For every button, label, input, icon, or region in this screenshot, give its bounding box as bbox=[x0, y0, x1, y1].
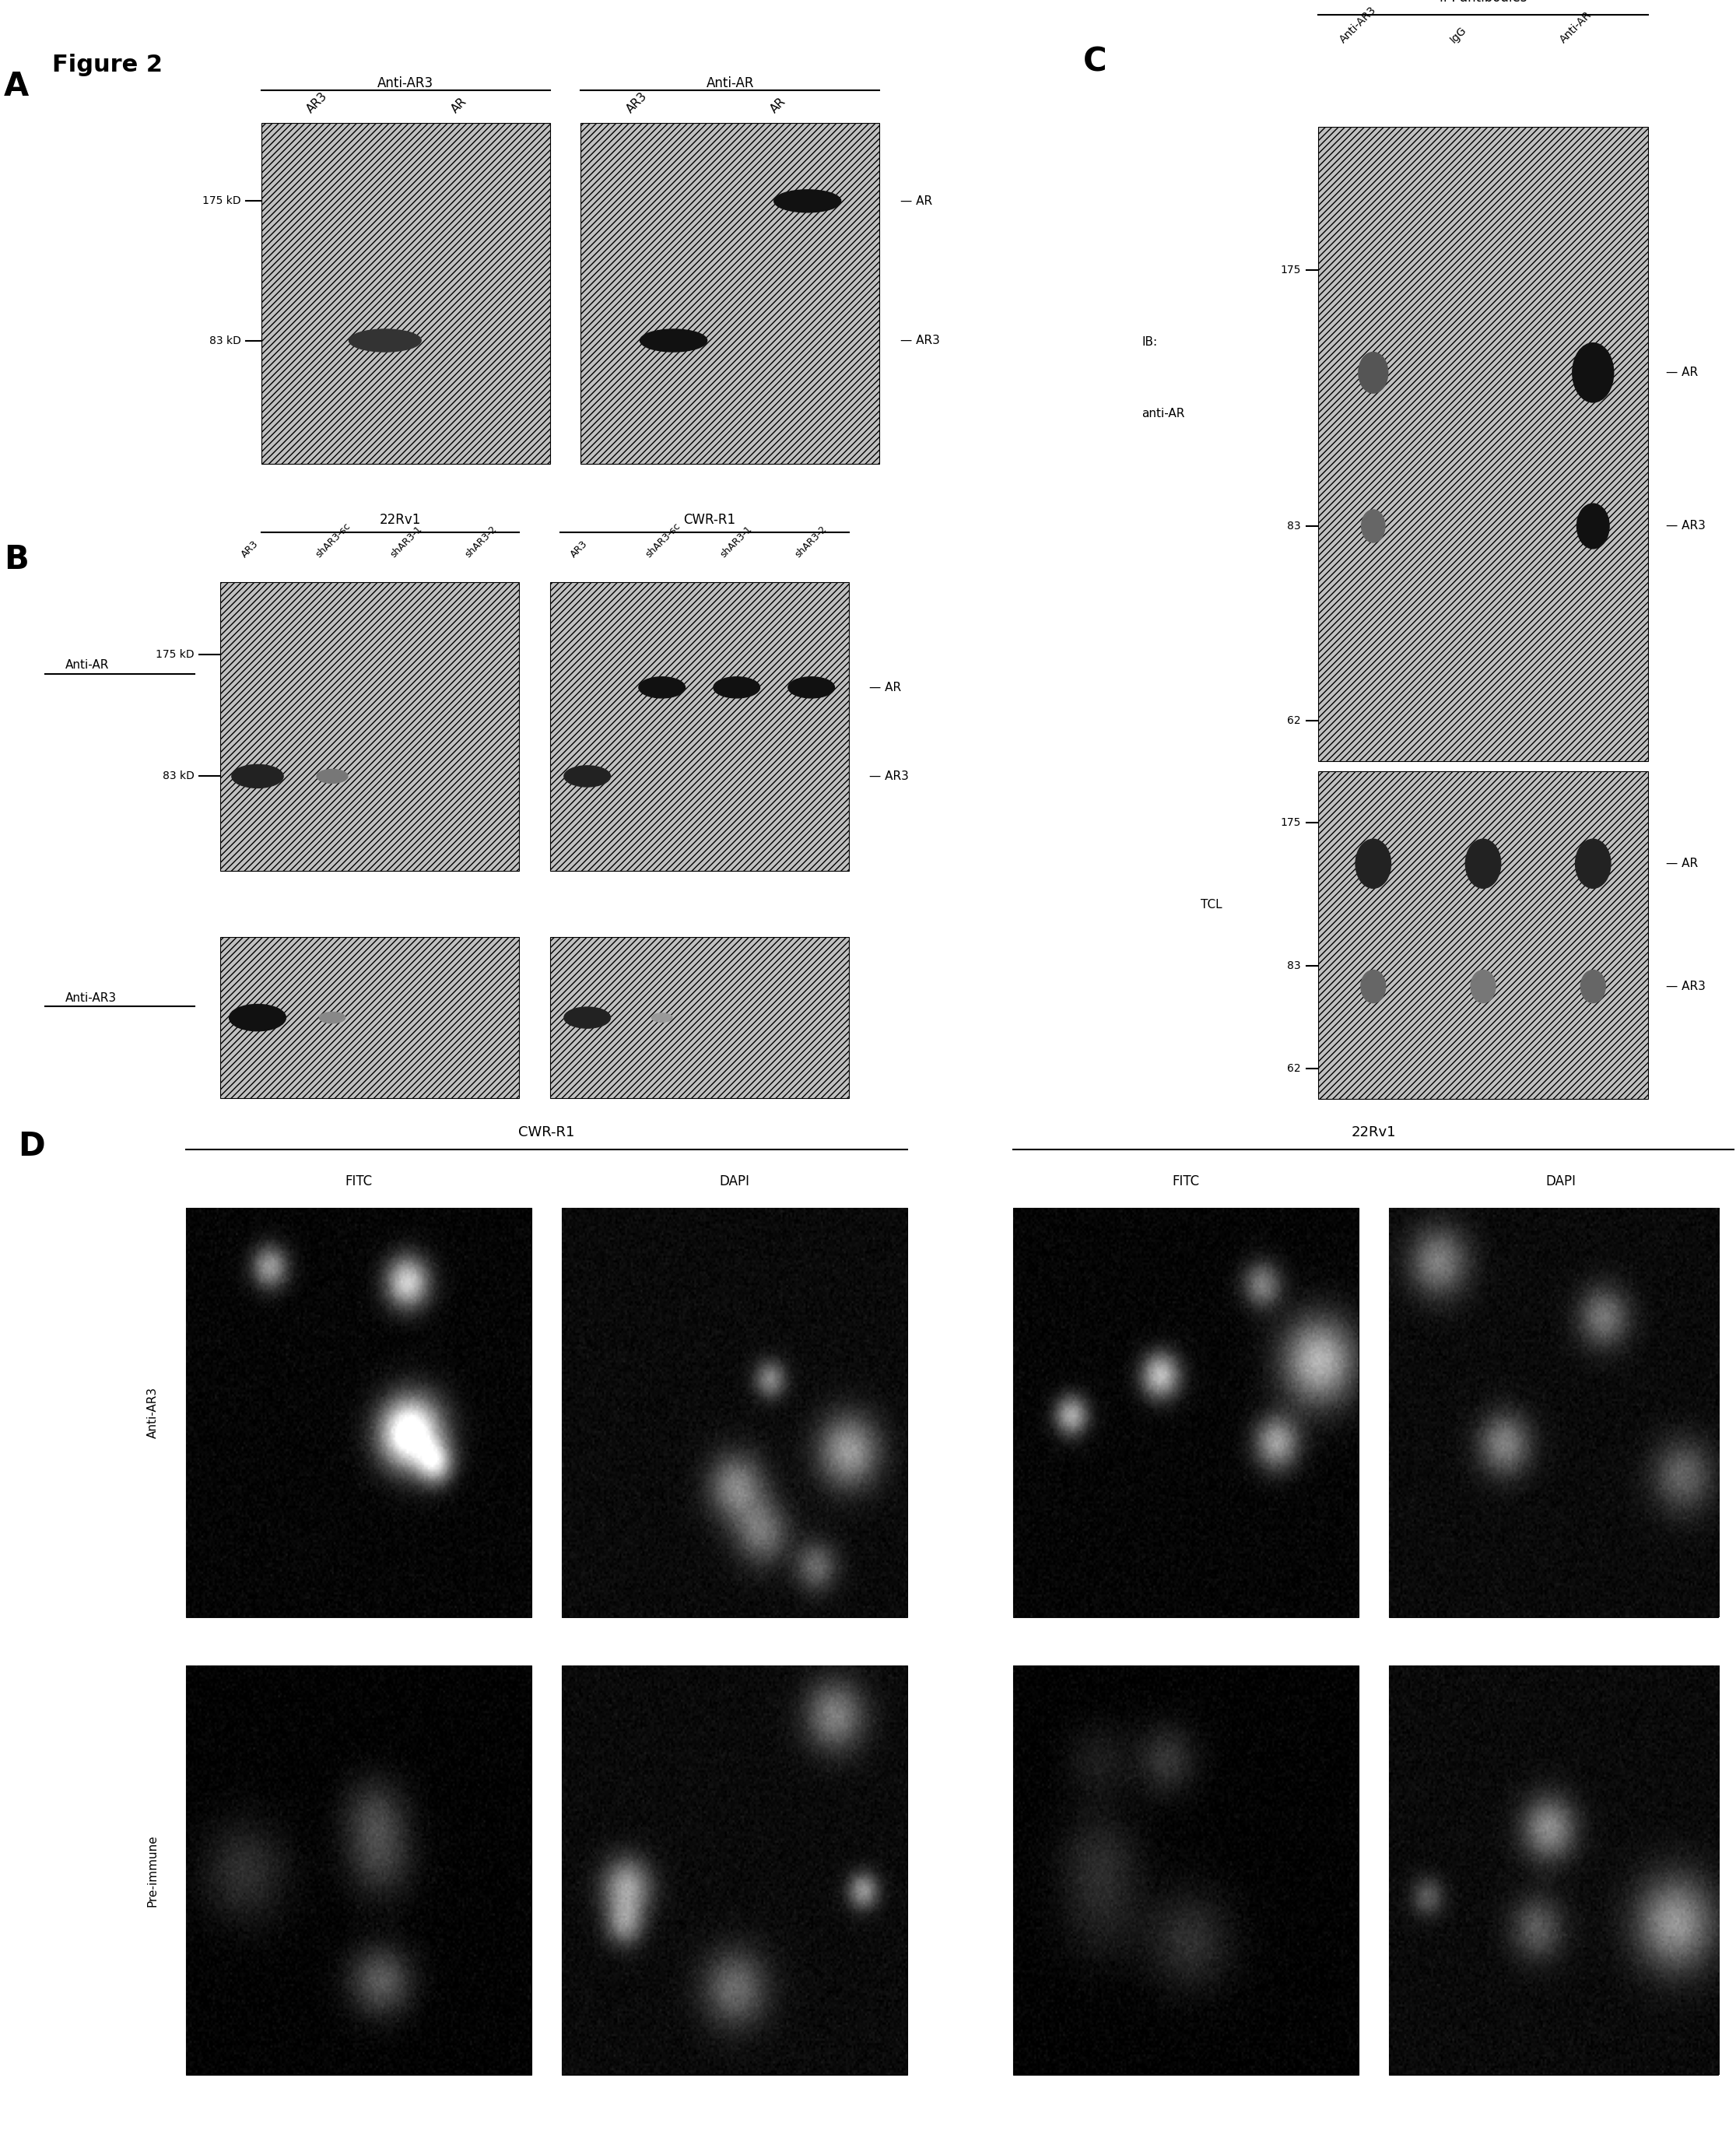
Ellipse shape bbox=[233, 765, 283, 789]
Text: 175 kD: 175 kD bbox=[201, 196, 241, 207]
Ellipse shape bbox=[1575, 838, 1611, 888]
Text: — AR: — AR bbox=[870, 681, 901, 694]
Text: Anti-AR: Anti-AR bbox=[1557, 9, 1594, 45]
Text: — AR3: — AR3 bbox=[901, 334, 939, 347]
Text: Pre-immune: Pre-immune bbox=[148, 1834, 158, 1907]
Ellipse shape bbox=[641, 330, 707, 351]
Text: Anti-AR3: Anti-AR3 bbox=[1338, 4, 1378, 45]
Text: 175: 175 bbox=[1279, 265, 1300, 276]
Text: — AR3: — AR3 bbox=[870, 771, 910, 782]
Text: shAR3-sc: shAR3-sc bbox=[314, 522, 352, 560]
Text: AR3: AR3 bbox=[240, 539, 260, 560]
FancyBboxPatch shape bbox=[1318, 127, 1647, 761]
Text: 22Rv1: 22Rv1 bbox=[380, 513, 422, 526]
Ellipse shape bbox=[1470, 970, 1495, 1002]
Ellipse shape bbox=[1356, 838, 1391, 888]
Text: — AR: — AR bbox=[1665, 858, 1698, 868]
Bar bbox=[186, 1666, 531, 2075]
Text: — AR: — AR bbox=[901, 196, 932, 207]
Text: FITC: FITC bbox=[345, 1174, 373, 1187]
Text: shAR3-1: shAR3-1 bbox=[389, 524, 424, 560]
Text: anti-AR: anti-AR bbox=[1142, 407, 1184, 420]
Text: B: B bbox=[3, 543, 28, 575]
Text: — AR3: — AR3 bbox=[1665, 519, 1705, 532]
Ellipse shape bbox=[1573, 343, 1614, 403]
Bar bbox=[562, 1207, 906, 1616]
Text: AR: AR bbox=[450, 95, 469, 114]
Text: 175 kD: 175 kD bbox=[156, 649, 194, 659]
Text: 175: 175 bbox=[1279, 817, 1300, 828]
Ellipse shape bbox=[713, 677, 760, 698]
Ellipse shape bbox=[1576, 504, 1609, 550]
Ellipse shape bbox=[1581, 970, 1606, 1002]
Text: 83: 83 bbox=[1286, 522, 1300, 532]
Ellipse shape bbox=[1359, 351, 1389, 392]
Ellipse shape bbox=[1361, 970, 1385, 1002]
Bar bbox=[1014, 1207, 1358, 1616]
Text: Anti-AR3: Anti-AR3 bbox=[66, 993, 116, 1004]
Ellipse shape bbox=[639, 677, 686, 698]
Ellipse shape bbox=[651, 1013, 672, 1021]
FancyBboxPatch shape bbox=[1318, 771, 1647, 1099]
Text: TCL: TCL bbox=[1201, 899, 1222, 909]
Ellipse shape bbox=[774, 190, 840, 213]
FancyBboxPatch shape bbox=[262, 123, 550, 463]
Bar bbox=[562, 1666, 906, 2075]
Text: 22Rv1: 22Rv1 bbox=[1351, 1125, 1396, 1140]
Bar bbox=[1389, 1666, 1734, 2075]
Ellipse shape bbox=[564, 1006, 611, 1028]
Ellipse shape bbox=[349, 330, 422, 351]
Bar bbox=[1014, 1666, 1358, 2075]
Text: FITC: FITC bbox=[1172, 1174, 1200, 1187]
Ellipse shape bbox=[1361, 511, 1385, 543]
Ellipse shape bbox=[229, 1004, 286, 1030]
Text: Anti-AR3: Anti-AR3 bbox=[148, 1386, 158, 1437]
FancyBboxPatch shape bbox=[550, 937, 849, 1099]
Bar bbox=[1389, 1207, 1734, 1616]
FancyBboxPatch shape bbox=[220, 582, 519, 871]
Text: Anti-AR: Anti-AR bbox=[707, 75, 753, 91]
Text: DAPI: DAPI bbox=[1547, 1174, 1576, 1187]
Ellipse shape bbox=[788, 677, 835, 698]
Text: Figure 2: Figure 2 bbox=[52, 54, 163, 75]
Text: Anti-AR: Anti-AR bbox=[66, 659, 109, 670]
FancyBboxPatch shape bbox=[220, 937, 519, 1099]
Text: AR3: AR3 bbox=[304, 91, 330, 114]
Text: Anti-AR3: Anti-AR3 bbox=[378, 75, 434, 91]
Bar bbox=[186, 1207, 531, 1616]
Text: AR: AR bbox=[769, 95, 788, 114]
Text: 62: 62 bbox=[1286, 1062, 1300, 1073]
Text: 83 kD: 83 kD bbox=[163, 771, 194, 782]
Text: A: A bbox=[3, 69, 30, 103]
Text: IP: antibodies: IP: antibodies bbox=[1439, 0, 1528, 4]
Text: 62: 62 bbox=[1286, 715, 1300, 726]
Text: DAPI: DAPI bbox=[719, 1174, 750, 1187]
Text: shAR3-2: shAR3-2 bbox=[793, 524, 828, 560]
Text: — AR: — AR bbox=[1665, 366, 1698, 379]
Text: shAR3-2: shAR3-2 bbox=[464, 524, 498, 560]
Text: 83 kD: 83 kD bbox=[208, 334, 241, 347]
Text: shAR3-1: shAR3-1 bbox=[719, 524, 753, 560]
Text: CWR-R1: CWR-R1 bbox=[519, 1125, 575, 1140]
Ellipse shape bbox=[316, 769, 347, 782]
Text: IgG: IgG bbox=[1448, 24, 1469, 45]
Ellipse shape bbox=[564, 765, 611, 787]
Ellipse shape bbox=[1465, 838, 1502, 888]
Text: AR3: AR3 bbox=[569, 539, 590, 560]
Ellipse shape bbox=[319, 1013, 345, 1024]
Text: 83: 83 bbox=[1286, 961, 1300, 972]
Text: CWR-R1: CWR-R1 bbox=[684, 513, 736, 526]
FancyBboxPatch shape bbox=[582, 123, 880, 463]
Text: IB:: IB: bbox=[1142, 336, 1158, 347]
Text: — AR3: — AR3 bbox=[1665, 981, 1705, 991]
FancyBboxPatch shape bbox=[550, 582, 849, 871]
Text: shAR3-sc: shAR3-sc bbox=[644, 522, 682, 560]
Text: AR3: AR3 bbox=[623, 91, 649, 114]
Text: C: C bbox=[1083, 45, 1106, 78]
Text: D: D bbox=[17, 1129, 45, 1162]
